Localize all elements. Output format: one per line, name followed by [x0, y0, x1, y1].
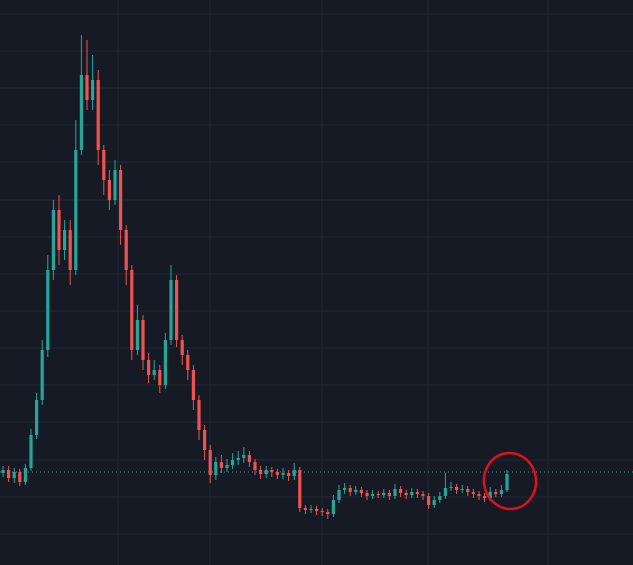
candle-body	[46, 270, 50, 350]
candle-body	[79, 75, 83, 150]
candle-body	[219, 462, 223, 468]
candle-body	[449, 487, 453, 488]
candle-body	[337, 490, 341, 500]
candle-body	[427, 496, 431, 505]
candle-body	[91, 80, 95, 100]
candle-body	[326, 512, 330, 514]
candle-body	[158, 370, 162, 385]
candle-body	[298, 470, 302, 508]
candle-body	[147, 360, 151, 375]
candle-body	[483, 496, 487, 498]
candle-body	[214, 462, 218, 475]
candle-body	[113, 170, 117, 200]
candle-body	[315, 509, 319, 511]
annotation-circle	[482, 451, 538, 511]
candle-body	[438, 496, 442, 500]
candle-body	[376, 494, 380, 495]
candle-body	[74, 150, 78, 270]
candle-body	[57, 210, 61, 250]
candle-body	[404, 493, 408, 495]
candle-body	[130, 270, 134, 350]
candle-body	[175, 280, 179, 340]
candle-body	[7, 470, 11, 478]
candle-body	[1, 470, 5, 473]
candle-body	[35, 400, 39, 435]
candle-body	[432, 500, 436, 505]
candle-body	[320, 511, 324, 512]
candle-body	[63, 230, 67, 250]
candle-body	[331, 500, 335, 514]
candle-body	[281, 473, 285, 475]
candle-body	[455, 487, 459, 490]
candle-body	[410, 492, 414, 495]
candle-body	[85, 75, 89, 100]
candle-body	[29, 435, 33, 468]
candle-body	[135, 320, 139, 350]
candle-body	[152, 370, 156, 375]
candle-body	[488, 492, 492, 498]
candle-body	[186, 355, 190, 370]
candle-body	[460, 489, 464, 490]
candle-body	[343, 488, 347, 490]
candle-body	[124, 230, 128, 270]
candle-body	[421, 494, 425, 496]
candle-body	[505, 474, 509, 490]
candle-body	[40, 350, 44, 400]
candle-body	[382, 493, 386, 495]
candle-body	[208, 450, 212, 475]
candle-body	[387, 493, 391, 496]
candle-body	[180, 340, 184, 355]
candle-body	[225, 465, 229, 468]
candle-body	[23, 468, 27, 482]
candle-body	[259, 470, 263, 474]
candle-body	[96, 80, 100, 150]
candle-body	[18, 472, 22, 482]
candle-body	[247, 455, 251, 462]
candle-body	[231, 460, 235, 465]
candle-body	[477, 494, 481, 496]
candle-body	[119, 170, 123, 230]
candle-body	[191, 370, 195, 400]
candle-body	[236, 458, 240, 460]
candle-body	[399, 489, 403, 493]
candle-body	[371, 494, 375, 496]
candles	[1, 35, 509, 519]
candle-body	[393, 489, 397, 496]
candle-body	[264, 470, 268, 474]
candle-body	[141, 320, 145, 360]
candle-body	[68, 230, 72, 270]
candle-body	[499, 490, 503, 494]
candle-body	[275, 472, 279, 475]
candle-body	[270, 470, 274, 472]
candle-body	[303, 508, 307, 510]
candle-body	[102, 150, 106, 180]
candle-body	[471, 492, 475, 494]
candle-body	[365, 493, 369, 496]
candle-body	[253, 462, 257, 470]
candle-body	[359, 490, 363, 493]
candle-body	[163, 340, 167, 385]
candle-body	[12, 472, 16, 478]
candle-body	[354, 490, 358, 492]
candle-body	[443, 488, 447, 496]
candle-body	[51, 210, 55, 270]
candle-body	[107, 180, 111, 200]
candle-body	[494, 492, 498, 494]
candle-body	[466, 489, 470, 492]
candle-body	[292, 470, 296, 476]
candle-body	[169, 280, 173, 340]
candle-body	[203, 430, 207, 450]
candle-body	[287, 473, 291, 476]
candle-body	[242, 455, 246, 458]
candle-body	[348, 488, 352, 492]
candle-body	[197, 400, 201, 430]
candle-body	[415, 492, 419, 494]
candle-body	[309, 509, 313, 510]
